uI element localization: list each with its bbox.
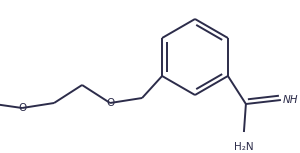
Text: O: O	[106, 98, 114, 108]
Text: H₂N: H₂N	[234, 142, 254, 152]
Text: NH: NH	[283, 95, 298, 105]
Text: O: O	[18, 103, 26, 113]
